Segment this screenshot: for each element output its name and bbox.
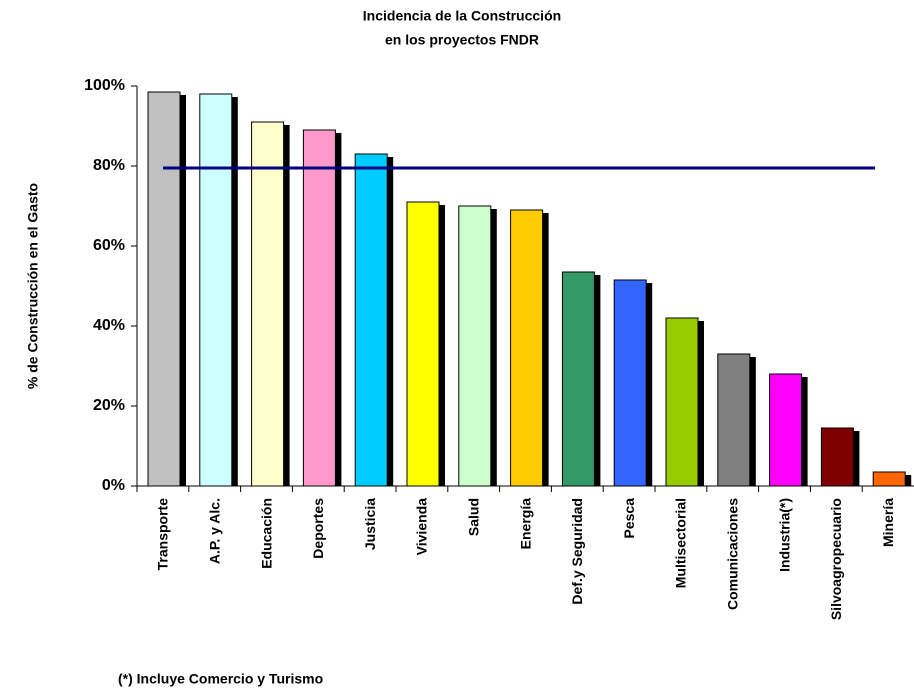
bar: [458, 205, 492, 487]
x-tick-label: Salud: [466, 498, 482, 536]
x-tick-label: Def.y Seguridad: [569, 498, 585, 605]
bar: [665, 317, 699, 487]
bar: [872, 471, 906, 487]
bar: [199, 93, 233, 487]
y-tick-label: 100%: [84, 77, 125, 94]
bar: [406, 201, 440, 487]
x-tick-label: Energía: [517, 498, 533, 550]
x-tick-label: Minería: [880, 498, 896, 547]
bar: [510, 209, 544, 487]
y-tick-label: 20%: [93, 397, 125, 414]
bar: [147, 91, 181, 487]
chart-title: en los proyectos FNDR: [385, 32, 539, 48]
x-tick-label: Educación: [258, 498, 274, 569]
x-tick-label: Silvoagropecuario: [828, 498, 844, 620]
y-tick-label: 40%: [93, 317, 125, 334]
x-tick-label: Vivienda: [414, 498, 430, 556]
bar: [613, 279, 647, 487]
bar: [769, 373, 803, 487]
x-tick-label: A.P. y Alc.: [207, 498, 223, 564]
bar: [820, 427, 854, 487]
bar: [354, 153, 388, 487]
x-tick-label: Multisectorial: [673, 498, 689, 588]
y-axis-label: % de Construcción en el Gasto: [25, 183, 41, 389]
y-tick-label: 60%: [93, 237, 125, 254]
y-tick-label: 80%: [93, 157, 125, 174]
chart-title: Incidencia de la Construcción: [363, 8, 561, 24]
bar: [717, 353, 751, 487]
x-tick-label: Justicia: [362, 498, 378, 550]
x-tick-label: Pesca: [621, 498, 637, 539]
x-tick-label: Comunicaciones: [725, 498, 741, 610]
bar: [302, 129, 336, 487]
x-tick-label: Deportes: [310, 498, 326, 559]
bar: [561, 271, 595, 487]
bar: [251, 121, 285, 487]
footnote: (*) Incluye Comercio y Turismo: [118, 671, 323, 687]
x-tick-label: Industria(*): [776, 498, 792, 572]
x-tick-label: Transporte: [155, 498, 171, 571]
y-tick-label: 0%: [102, 477, 125, 494]
